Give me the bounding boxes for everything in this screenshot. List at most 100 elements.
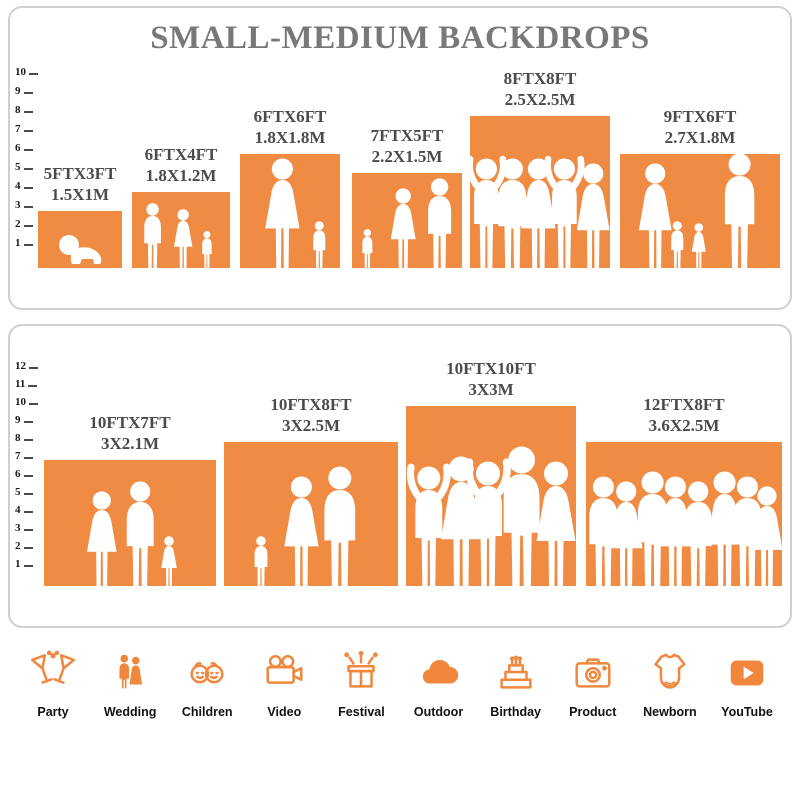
size-label: 7FTX5FT 2.2X1.5M — [371, 125, 444, 168]
ruler-number: 10 — [15, 396, 26, 408]
ruler-number: 11 — [15, 378, 26, 390]
ruler-number: 4 — [15, 180, 21, 192]
size-ft: 12FTX8FT — [643, 394, 725, 414]
ruler-tick: 4 — [15, 173, 38, 192]
size-m: 1.5X1M — [50, 184, 110, 204]
ruler-number: 2 — [15, 540, 21, 552]
size-m: 3X2.5M — [281, 415, 341, 435]
size-ft: 6FTX4FT — [144, 144, 218, 164]
ruler-number: 6 — [15, 142, 21, 154]
category-label: Newborn — [643, 705, 697, 719]
size-m: 2.5X2.5M — [504, 89, 576, 109]
category-children: Children — [174, 650, 240, 719]
size-label: 10FTX10FT 3X3M — [446, 358, 536, 401]
size-ft: 10FTX10FT — [446, 358, 536, 378]
ruler-tick: 2 — [15, 211, 38, 230]
category-newborn: Newborn — [637, 650, 703, 719]
page-title: SMALL-MEDIUM BACKDROPS — [150, 20, 650, 56]
size-ft: 7FTX5FT — [370, 125, 444, 145]
category-label: Children — [181, 705, 233, 719]
backdrop-bar-10x8: 10FTX8FT 3X2.5M — [224, 395, 398, 586]
ruler-panel2: 12 11 10 9 8 7 6 5 4 3 2 1 — [15, 354, 38, 570]
family-silhouette — [86, 481, 177, 586]
family-silhouette — [144, 203, 212, 268]
ruler-tick: 1 — [15, 230, 38, 249]
ruler-number: 8 — [15, 104, 21, 116]
group-silhouette — [400, 446, 576, 586]
ruler-number: 3 — [15, 522, 21, 534]
category-birthday: Birthday — [483, 650, 549, 719]
size-label: 10FTX7FT 3X2.1M — [89, 412, 170, 455]
ruler-number: 1 — [15, 558, 21, 570]
ruler-tick: 7 — [15, 116, 38, 135]
wedding-icon — [119, 654, 143, 689]
birthday-icon — [500, 655, 532, 689]
ruler-tick: 5 — [15, 480, 38, 498]
size-m: 1.8X1.8M — [254, 127, 326, 147]
ruler-tick: 10 — [15, 390, 38, 408]
family-silhouette — [362, 178, 452, 268]
ruler-tick: 4 — [15, 498, 38, 516]
size-ft: 8FTX8FT — [503, 68, 577, 88]
size-m: 2.7X1.8M — [664, 127, 736, 147]
size-ft: 9FTX6FT — [663, 106, 737, 126]
ruler-number: 1 — [15, 237, 21, 249]
ruler-tick: 9 — [15, 408, 38, 426]
crowd-silhouette — [589, 471, 783, 586]
backdrop-bar-8x8: 8FTX8FT 2.5X2.5M — [470, 69, 610, 268]
backdrop-bar-6x6: 6FTX6FT 1.8X1.8M — [240, 107, 340, 268]
festival-icon — [344, 650, 379, 688]
ruler-number: 10 — [15, 66, 26, 78]
category-label: Birthday — [490, 705, 541, 719]
size-label: 5FTX3FT 1.5X1M — [44, 163, 117, 206]
size-label: 6FTX6FT 1.8X1.8M — [254, 106, 327, 149]
size-label: 12FTX8FT 3.6X2.5M — [643, 394, 724, 437]
backdrop-bar-6x4: 6FTX4FT 1.8X1.2M — [132, 145, 230, 268]
category-row: Party Wedding Children — [0, 650, 800, 719]
category-label: YouTube — [721, 705, 773, 719]
small-medium-panel: SMALL-MEDIUM BACKDROPS 10 9 8 7 6 5 4 3 … — [8, 6, 792, 310]
size-label: 9FTX6FT 2.7X1.8M — [664, 106, 737, 149]
ruler-tick: 1 — [15, 552, 38, 570]
backdrop-bar-9x6: 9FTX6FT 2.7X1.8M — [620, 107, 780, 268]
category-label: Video — [267, 705, 302, 719]
size-m: 3X2.1M — [100, 433, 160, 453]
size-m: 3X3M — [468, 379, 514, 399]
family-silhouette — [254, 466, 356, 586]
ruler-tick: 10 — [15, 59, 38, 78]
ruler-panel1: 10 9 8 7 6 5 4 3 2 1 — [15, 59, 38, 249]
ruler-number: 3 — [15, 199, 21, 211]
category-product: Product — [560, 650, 626, 719]
ruler-number: 5 — [15, 486, 21, 498]
outdoor-icon — [422, 659, 458, 684]
backdrop-bar-12x8: 12FTX8FT 3.6X2.5M — [586, 395, 783, 586]
category-festival: Festival — [328, 650, 394, 719]
backdrop-bar-7x5: 7FTX5FT 2.2X1.5M — [352, 126, 462, 268]
ruler-number: 2 — [15, 218, 21, 230]
backdrop-bar-10x7: 10FTX7FT 3X2.1M — [44, 413, 216, 586]
size-ft: 10FTX7FT — [89, 412, 171, 432]
ruler-number: 6 — [15, 468, 21, 480]
large-panel: 12 11 10 9 8 7 6 5 4 3 2 1 10FTX7FT 3X2.… — [8, 324, 792, 628]
newborn-icon — [654, 653, 686, 689]
party-icon — [30, 650, 76, 684]
ruler-tick: 5 — [15, 154, 38, 173]
category-wedding: Wedding — [97, 650, 163, 719]
ruler-number: 7 — [15, 123, 21, 135]
children-icon — [190, 662, 224, 684]
youtube-icon — [730, 660, 764, 686]
family-silhouette — [638, 153, 755, 268]
category-label: Wedding — [103, 705, 157, 719]
category-label: Outdoor — [413, 705, 464, 719]
category-label: Festival — [338, 705, 385, 719]
ruler-tick: 2 — [15, 534, 38, 552]
ruler-tick: 8 — [15, 97, 38, 116]
size-label: 8FTX8FT 2.5X2.5M — [504, 68, 577, 111]
ruler-tick: 9 — [15, 78, 38, 97]
ruler-number: 5 — [15, 161, 21, 173]
backdrop-bar-5x3: 5FTX3FT 1.5X1M — [38, 164, 122, 268]
ruler-number: 9 — [15, 85, 21, 97]
ruler-number: 12 — [15, 360, 26, 372]
size-m: 1.8X1.2M — [145, 165, 217, 185]
category-video: Video — [251, 650, 317, 719]
